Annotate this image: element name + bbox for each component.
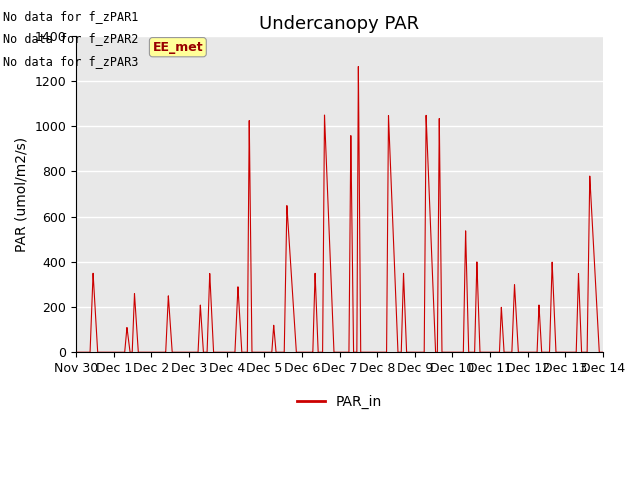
Text: No data for f_zPAR1: No data for f_zPAR1 [3, 10, 139, 23]
Title: Undercanopy PAR: Undercanopy PAR [259, 15, 420, 33]
Text: No data for f_zPAR2: No data for f_zPAR2 [3, 32, 139, 45]
Y-axis label: PAR (umol/m2/s): PAR (umol/m2/s) [15, 136, 29, 252]
Text: No data for f_zPAR3: No data for f_zPAR3 [3, 55, 139, 68]
Legend: PAR_in: PAR_in [291, 390, 388, 415]
Text: EE_met: EE_met [152, 41, 203, 54]
